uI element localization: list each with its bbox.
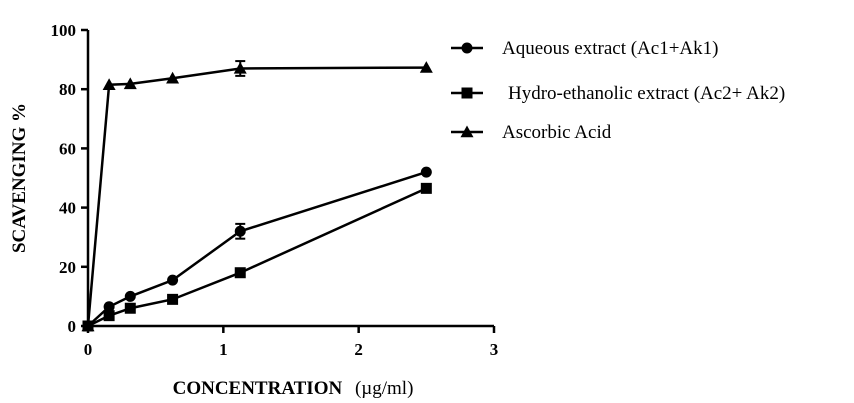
y-tick-label: 20	[59, 258, 76, 277]
legend-marker-circle	[461, 42, 473, 54]
legend-label: Hydro-ethanolic extract (Ac2+ Ak2)	[508, 83, 785, 104]
y-tick-label: 80	[59, 80, 76, 99]
series-square	[82, 182, 432, 332]
x-tick-label: 1	[219, 340, 228, 359]
data-point-square	[234, 267, 246, 279]
legend-item-circle: Aqueous extract (Ac1+Ak1)	[451, 38, 718, 59]
data-point-triangle	[233, 61, 247, 74]
y-tick-label: 40	[59, 199, 76, 218]
data-point-triangle	[123, 77, 137, 90]
legend: Aqueous extract (Ac1+Ak1) Hydro-ethanolic…	[451, 38, 785, 143]
y-tick-label: 0	[68, 317, 77, 336]
y-axis-title: SCAVENGING %	[9, 103, 30, 253]
series-line-square	[87, 187, 427, 328]
series-triangle	[81, 60, 433, 332]
data-point-triangle	[166, 71, 180, 84]
data-point-triangle	[419, 61, 433, 73]
x-tick-label: 3	[490, 340, 499, 359]
legend-label: Aqueous extract (Ac1+Ak1)	[502, 38, 718, 59]
series-line-circle	[87, 170, 427, 327]
data-point-circle	[167, 274, 179, 286]
data-point-circle	[234, 225, 246, 237]
legend-marker-square	[461, 87, 473, 99]
data-point-square	[103, 310, 115, 322]
data-point-circle	[420, 166, 432, 178]
x-axis-title-text: CONCENTRATION	[173, 378, 343, 399]
x-tick-label: 2	[354, 340, 363, 359]
series-group	[81, 60, 433, 332]
x-axis-title: CONCENTRATION (µg/ml)	[173, 378, 414, 399]
data-point-square	[124, 302, 136, 314]
legend-item-square: Hydro-ethanolic extract (Ac2+ Ak2)	[451, 83, 785, 104]
legend-label: Ascorbic Acid	[502, 122, 612, 143]
data-point-square	[420, 182, 432, 194]
data-point-circle	[124, 290, 136, 302]
legend-marker-triangle	[460, 125, 474, 138]
y-tick-label: 100	[51, 21, 77, 40]
data-point-triangle	[81, 319, 95, 332]
x-axis-unit: (µg/ml)	[355, 378, 413, 399]
axes: 0 20 40 60 80 100 0 1 2 3	[51, 21, 499, 359]
y-tick-label: 60	[59, 139, 76, 158]
data-point-triangle	[102, 78, 116, 90]
data-point-square	[167, 293, 179, 305]
data-point-circle	[103, 301, 115, 313]
legend-item-triangle: Ascorbic Acid	[451, 122, 612, 143]
series-line-triangle	[86, 66, 427, 327]
x-tick-label: 0	[84, 340, 93, 359]
